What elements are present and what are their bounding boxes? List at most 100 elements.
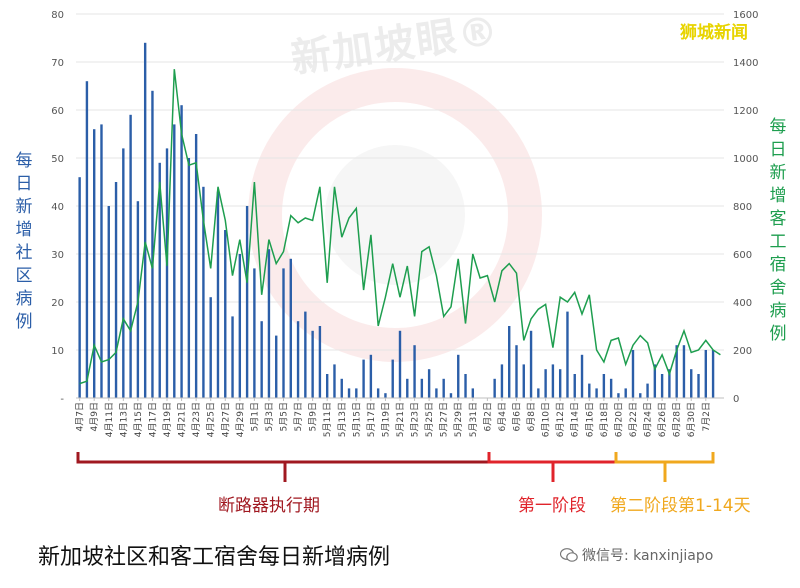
x-tick-label: 5月5日: [279, 402, 290, 431]
community-bar: [624, 388, 627, 398]
community-bar: [573, 374, 576, 398]
x-tick-label: 4月13日: [118, 402, 129, 437]
left-tick-label: 30: [51, 250, 64, 261]
gridlines: [76, 13, 724, 351]
community-bar: [289, 258, 292, 398]
phase-label-phase-two: 第二阶段第1-14天: [610, 496, 751, 516]
x-tick-label: 4月23日: [191, 402, 202, 437]
x-tick-label: 4月25日: [206, 402, 217, 437]
phase-brackets: [76, 452, 715, 482]
x-tick-label: 4月7日: [75, 402, 86, 431]
community-bar: [660, 374, 664, 398]
x-tick-label: 5月25日: [424, 402, 435, 437]
x-tick-label: 4月11日: [104, 402, 115, 437]
x-axis-ticks: 4月7日 4月9日 4月11日 4月13日 4月15日 4月17日 4月19日 4月21日 4月…: [75, 398, 712, 437]
community-bars: [78, 42, 715, 399]
community-bar: [442, 378, 445, 398]
x-tick-label: 4月27日: [220, 402, 231, 437]
left-tick-label: 40: [51, 202, 64, 213]
right-tick-label: 1600: [733, 10, 758, 21]
community-bar: [420, 378, 424, 398]
community-bar: [187, 158, 191, 398]
community-bar: [566, 311, 569, 398]
right-tick-label: 800: [733, 202, 752, 213]
community-bar: [122, 148, 125, 398]
community-bar: [508, 326, 511, 398]
watermark-circle: [248, 68, 542, 362]
x-tick-label: 5月31日: [468, 402, 479, 437]
community-bar: [493, 378, 496, 398]
x-tick-label: 6月10日: [541, 402, 552, 437]
community-bar: [690, 369, 693, 398]
phase-label-circuit-breaker: 断路器执行期: [218, 496, 320, 516]
community-bar: [449, 393, 453, 398]
x-tick-label: 5月29日: [453, 402, 464, 437]
y-axis-label-left: 每日新增社区病例: [15, 151, 33, 332]
community-bar: [682, 345, 686, 398]
community-bar: [413, 345, 416, 398]
left-tick-label: 20: [51, 298, 64, 309]
x-tick-label: 5月23日: [410, 402, 421, 437]
community-bar: [224, 230, 227, 398]
community-bar: [697, 374, 700, 398]
x-tick-label: 5月19日: [380, 402, 391, 437]
left-tick-label: -: [60, 394, 64, 405]
community-bar: [653, 364, 657, 398]
x-tick-label: 6月18日: [599, 402, 610, 437]
community-bar: [238, 254, 242, 398]
community-bar: [100, 124, 103, 399]
community-bar: [165, 148, 169, 398]
right-tick-label: 200: [733, 346, 752, 357]
community-bar: [602, 374, 606, 398]
community-bar: [194, 134, 198, 398]
community-bar: [529, 330, 533, 398]
community-bar: [245, 206, 249, 398]
community-bar: [398, 330, 402, 398]
right-tick-label: 600: [733, 250, 752, 261]
x-tick-label: 5月9日: [308, 402, 319, 431]
x-tick-label: 6月24日: [643, 402, 654, 437]
x-tick-label: 6月12日: [555, 402, 566, 437]
community-bar: [209, 297, 212, 398]
x-tick-label: 6月6日: [511, 402, 522, 431]
right-tick-label: 1000: [733, 154, 758, 165]
community-bar: [296, 321, 300, 398]
community-bar: [253, 268, 256, 398]
community-bar: [333, 364, 336, 398]
community-bar: [457, 354, 460, 398]
community-bar: [595, 388, 598, 398]
community-bar: [391, 359, 394, 398]
community-bar: [471, 388, 475, 398]
community-bar: [85, 81, 89, 398]
left-tick-label: 60: [51, 106, 64, 117]
x-tick-label: 5月15日: [351, 402, 362, 437]
community-bar: [406, 378, 409, 398]
community-bar: [318, 326, 322, 398]
right-tick-label: 0: [733, 394, 739, 405]
community-bar: [617, 393, 620, 398]
community-bar: [231, 316, 234, 398]
community-bar: [500, 364, 504, 398]
x-tick-label: 5月27日: [439, 402, 450, 437]
x-tick-label: 6月16日: [584, 402, 595, 437]
x-tick-label: 4月9日: [89, 402, 100, 431]
left-tick-label: 50: [51, 154, 64, 165]
community-bar: [267, 249, 271, 398]
right-tick-label: 1400: [733, 58, 758, 69]
x-tick-label: 4月21日: [177, 402, 188, 437]
community-bar: [711, 350, 715, 398]
x-tick-label: 6月4日: [497, 402, 508, 431]
wechat-icon: [560, 548, 578, 562]
community-bar: [173, 124, 176, 399]
left-tick-label: 10: [51, 346, 64, 357]
community-bar: [340, 378, 343, 398]
x-tick-label: 4月17日: [147, 402, 158, 437]
x-tick-label: 6月26日: [657, 402, 668, 437]
community-bar: [325, 374, 329, 398]
community-bar: [143, 42, 147, 399]
x-tick-label: 5月3日: [264, 402, 275, 431]
right-tick-label: 1200: [733, 106, 758, 117]
community-bar: [107, 206, 110, 398]
x-tick-label: 4月15日: [133, 402, 144, 437]
